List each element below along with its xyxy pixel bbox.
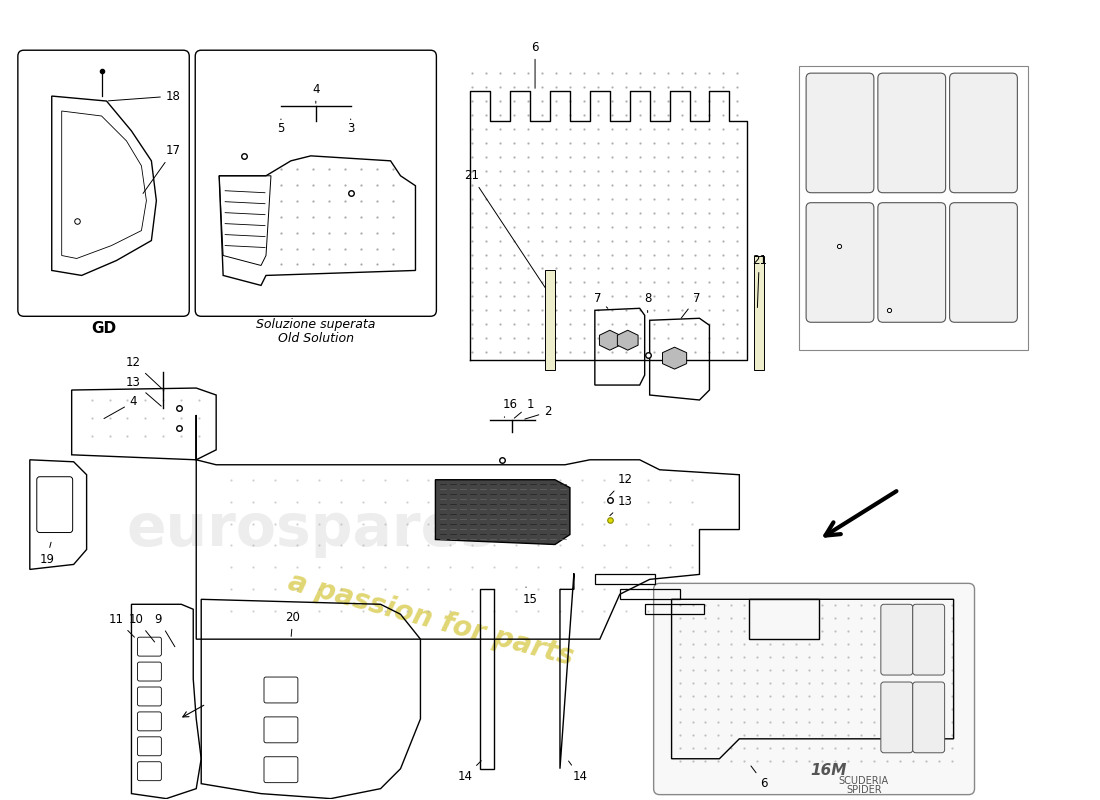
Text: 13: 13 [609, 495, 632, 516]
FancyBboxPatch shape [138, 712, 162, 731]
Text: 17: 17 [143, 144, 180, 194]
FancyBboxPatch shape [138, 637, 162, 656]
FancyBboxPatch shape [913, 682, 945, 753]
Text: 19: 19 [40, 542, 54, 566]
Text: 3: 3 [346, 119, 354, 135]
FancyBboxPatch shape [806, 202, 873, 322]
Text: 15: 15 [522, 587, 538, 606]
FancyBboxPatch shape [36, 477, 73, 533]
Text: 6: 6 [751, 766, 768, 790]
FancyBboxPatch shape [913, 604, 945, 675]
Polygon shape [755, 255, 764, 370]
Text: a passion for parts: a passion for parts [285, 568, 576, 671]
Text: 8: 8 [644, 292, 651, 313]
Text: SCUDERIA: SCUDERIA [839, 776, 889, 786]
FancyBboxPatch shape [138, 762, 162, 781]
Text: 2: 2 [525, 406, 552, 419]
Text: 16M: 16M [811, 763, 847, 778]
Text: 14: 14 [458, 761, 482, 783]
FancyBboxPatch shape [138, 687, 162, 706]
Text: 7: 7 [681, 292, 701, 318]
FancyBboxPatch shape [653, 583, 975, 794]
Text: eurospares: eurospares [126, 501, 495, 558]
Text: 10: 10 [129, 613, 155, 642]
Text: 12: 12 [609, 474, 632, 496]
Polygon shape [617, 330, 638, 350]
FancyBboxPatch shape [949, 202, 1018, 322]
Polygon shape [436, 480, 570, 545]
Text: 18: 18 [108, 90, 180, 102]
FancyBboxPatch shape [878, 202, 946, 322]
Text: GD: GD [91, 321, 117, 336]
FancyBboxPatch shape [949, 73, 1018, 193]
Text: 13: 13 [126, 375, 162, 406]
FancyBboxPatch shape [264, 717, 298, 743]
Polygon shape [662, 347, 686, 369]
FancyBboxPatch shape [881, 682, 913, 753]
Text: Soluzione superata: Soluzione superata [256, 318, 375, 330]
Text: 12: 12 [126, 356, 162, 388]
FancyBboxPatch shape [264, 757, 298, 782]
Text: 4: 4 [104, 395, 138, 418]
Text: Old Solution: Old Solution [278, 332, 354, 345]
FancyBboxPatch shape [195, 50, 437, 316]
Text: 20: 20 [286, 610, 300, 637]
Text: 11: 11 [109, 613, 134, 638]
Text: 6: 6 [531, 41, 539, 88]
Text: 14: 14 [569, 761, 587, 783]
FancyBboxPatch shape [881, 604, 913, 675]
Text: 5: 5 [277, 119, 285, 135]
FancyBboxPatch shape [264, 677, 298, 703]
Text: SPIDER: SPIDER [846, 785, 882, 794]
FancyBboxPatch shape [138, 662, 162, 681]
FancyBboxPatch shape [806, 73, 873, 193]
Text: 16: 16 [503, 398, 518, 418]
Text: 21: 21 [751, 254, 767, 307]
Text: 1: 1 [515, 398, 534, 418]
Polygon shape [544, 270, 556, 370]
FancyBboxPatch shape [138, 737, 162, 756]
Text: 7: 7 [594, 292, 608, 308]
Text: 9: 9 [155, 613, 175, 646]
Text: 4: 4 [312, 82, 320, 103]
FancyBboxPatch shape [878, 73, 946, 193]
Polygon shape [749, 599, 820, 639]
FancyBboxPatch shape [18, 50, 189, 316]
Text: 21: 21 [464, 170, 546, 288]
Polygon shape [600, 330, 620, 350]
